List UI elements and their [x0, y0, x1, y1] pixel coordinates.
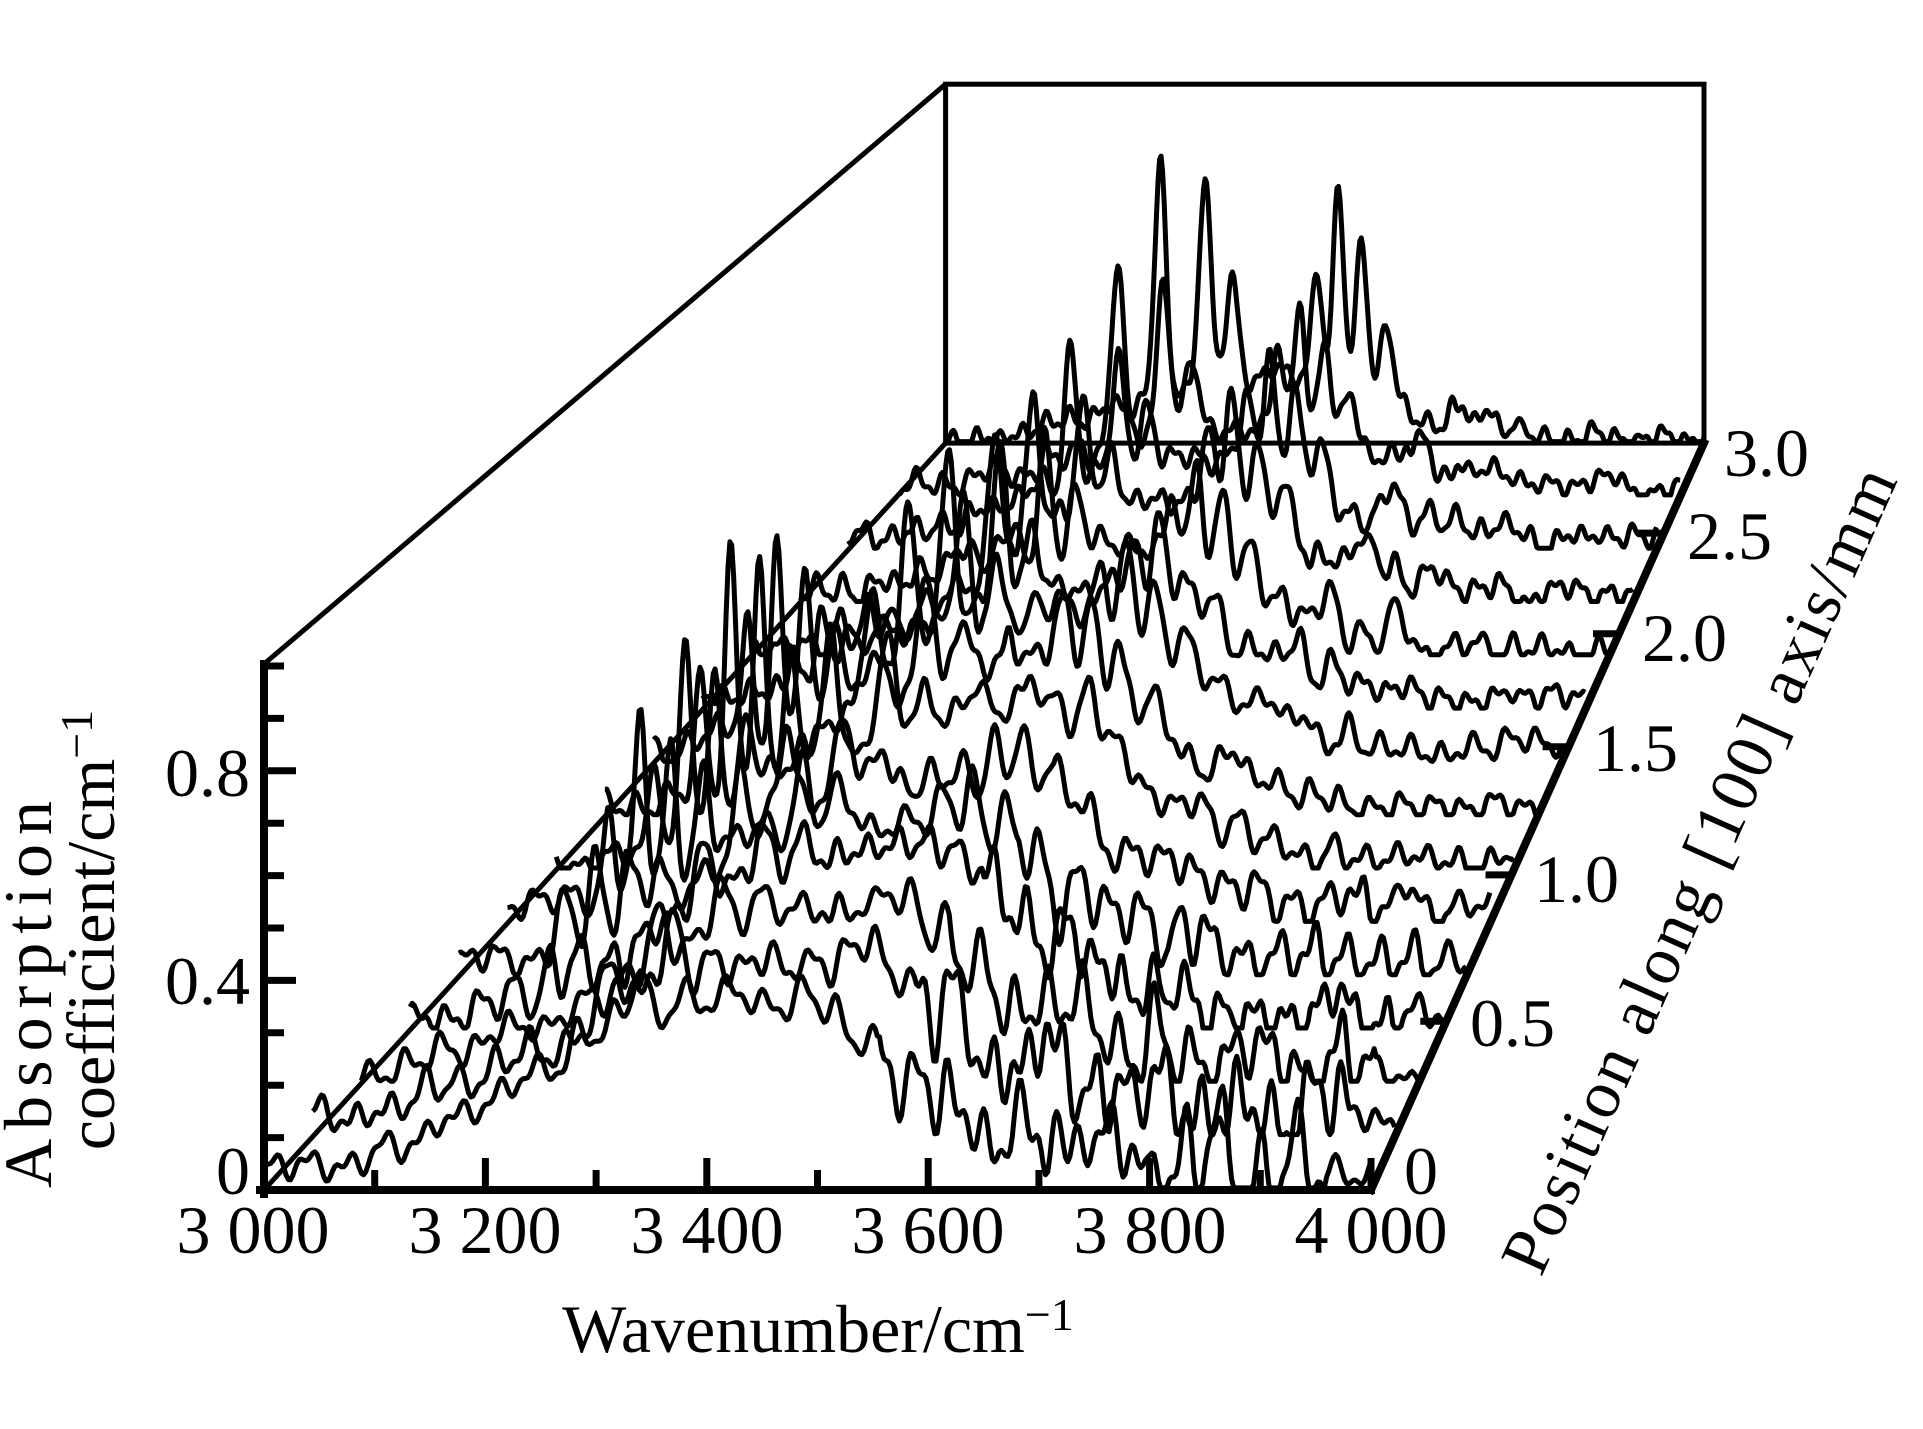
svg-text:3 600: 3 600 — [852, 1192, 1005, 1268]
svg-text:coefficient/cm−1: coefficient/cm−1 — [51, 710, 129, 1150]
svg-text:2.5: 2.5 — [1687, 498, 1772, 574]
svg-text:3 800: 3 800 — [1074, 1192, 1227, 1268]
svg-text:2.0: 2.0 — [1642, 600, 1727, 676]
svg-text:0.5: 0.5 — [1470, 985, 1555, 1061]
svg-text:3 400: 3 400 — [631, 1192, 784, 1268]
svg-text:Wavenumber/cm−1: Wavenumber/cm−1 — [562, 1289, 1074, 1367]
svg-text:0.4: 0.4 — [165, 943, 250, 1019]
svg-text:3 200: 3 200 — [409, 1192, 562, 1268]
svg-text:4 000: 4 000 — [1295, 1192, 1448, 1268]
svg-text:1.0: 1.0 — [1534, 841, 1619, 917]
svg-text:3 000: 3 000 — [177, 1192, 330, 1268]
svg-text:1.5: 1.5 — [1593, 710, 1678, 786]
svg-text:Absorption: Absorption — [0, 792, 66, 1188]
svg-text:0: 0 — [216, 1133, 250, 1209]
svg-text:0: 0 — [1404, 1133, 1438, 1209]
svg-text:3.0: 3.0 — [1724, 415, 1809, 491]
svg-text:0.8: 0.8 — [165, 735, 250, 811]
